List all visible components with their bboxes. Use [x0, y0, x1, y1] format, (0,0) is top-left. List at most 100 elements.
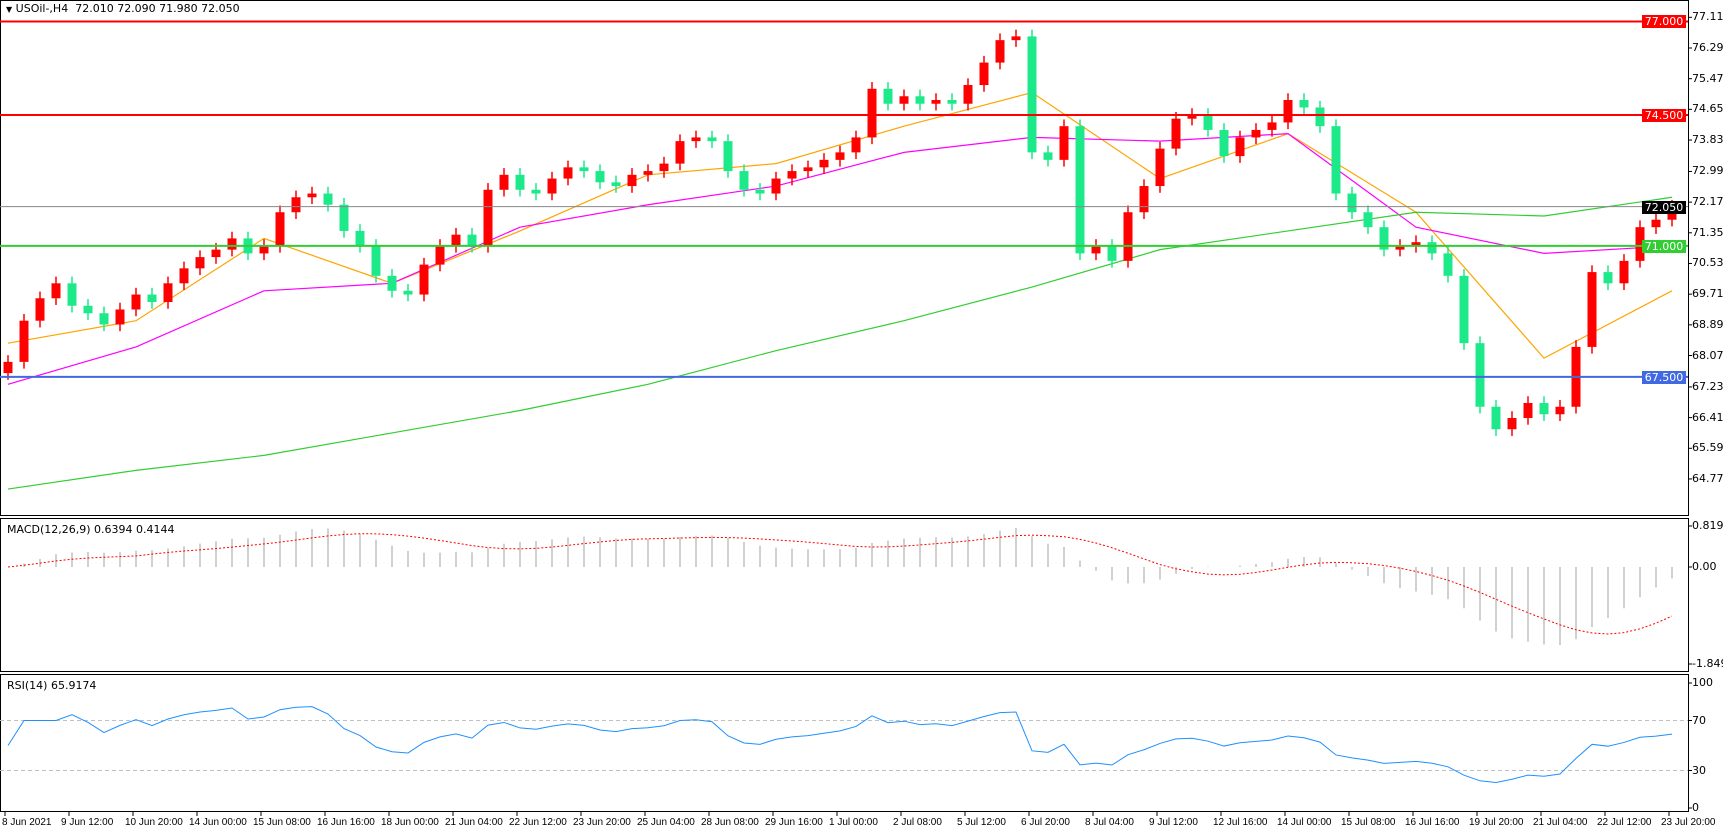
- x-tick-label: 8 Jun 2021: [2, 817, 52, 828]
- macd-panel-frame: [0, 518, 1689, 672]
- y-tick-label: 72.990: [1692, 164, 1723, 178]
- x-tick-label: 28 Jun 08:00: [701, 817, 759, 828]
- candle-body: [1635, 227, 1645, 261]
- candle-body: [963, 85, 973, 104]
- x-tick-label: 12 Jul 16:00: [1213, 817, 1268, 828]
- candle-body: [1315, 107, 1325, 127]
- candle-body: [1059, 126, 1069, 160]
- candle-body: [1411, 242, 1421, 246]
- candle-body: [1155, 148, 1165, 187]
- moving-average-line: [7, 91, 1673, 359]
- x-tick-label: 19 Jul 20:00: [1469, 817, 1524, 828]
- candle-body: [83, 305, 93, 314]
- candle-body: [435, 245, 445, 265]
- candle-body: [451, 234, 461, 246]
- y-tick-label: 67.230: [1692, 379, 1723, 393]
- y-tick-label: 75.470: [1692, 71, 1723, 85]
- candle-body: [899, 96, 909, 104]
- candle-body: [1011, 36, 1021, 41]
- candle-body: [259, 245, 269, 254]
- candle-body: [499, 174, 509, 190]
- triangle-down-icon[interactable]: ▼: [6, 5, 13, 14]
- moving-average-line: [7, 196, 1673, 490]
- candle-body: [1427, 242, 1437, 254]
- candle-body: [1523, 403, 1533, 418]
- x-tick-label: 5 Jul 12:00: [957, 817, 1006, 828]
- price-level-tag: 71.000: [1642, 239, 1686, 253]
- candle-body: [1043, 152, 1053, 160]
- candle-body: [1539, 403, 1549, 415]
- candle-body: [275, 212, 285, 246]
- price-level-tag: 72.050: [1642, 200, 1686, 214]
- candle-body: [867, 88, 877, 138]
- candle-body: [739, 171, 749, 190]
- candle-body: [291, 197, 301, 213]
- candle-body: [355, 230, 365, 246]
- rsi-panel-frame: [0, 674, 1689, 812]
- y-tick-label: 71.350: [1692, 225, 1723, 239]
- candle-body: [691, 137, 701, 142]
- candle-body: [979, 62, 989, 86]
- candle-body: [339, 204, 349, 231]
- candle-body: [1235, 137, 1245, 157]
- symbol-label: USOil-,H4: [15, 2, 69, 15]
- candle-body: [1299, 99, 1309, 108]
- x-tick-label: 15 Jun 08:00: [253, 817, 311, 828]
- candle-body: [1027, 36, 1037, 153]
- x-tick-label: 21 Jul 04:00: [1533, 817, 1588, 828]
- x-tick-label: 6 Jul 20:00: [1021, 817, 1070, 828]
- y-tick-label: 72.170: [1692, 195, 1723, 209]
- candle-body: [1171, 118, 1181, 149]
- candle-body: [1139, 186, 1149, 213]
- ohlc-readout: 72.010 72.090 71.980 72.050: [75, 2, 240, 15]
- candle-body: [707, 137, 717, 142]
- candle-body: [403, 290, 413, 295]
- y-tick-label: 68.890: [1692, 317, 1723, 331]
- candle-body: [1187, 114, 1197, 119]
- candle-body: [915, 96, 925, 104]
- x-tick-label: 22 Jun 12:00: [509, 817, 567, 828]
- candle-body: [723, 141, 733, 172]
- candle-body: [659, 163, 669, 172]
- y-tick-label: 76.290: [1692, 41, 1723, 54]
- candle-body: [371, 245, 381, 276]
- x-tick-label: 1 Jul 00:00: [829, 817, 878, 828]
- candle-body: [1491, 406, 1501, 430]
- candle-body: [819, 159, 829, 168]
- macd-label: MACD(12,26,9) 0.6394 0.4144: [7, 523, 175, 536]
- candle-body: [627, 174, 637, 187]
- candle-body: [1107, 245, 1117, 261]
- macd-tick-label: -1.8495: [1692, 657, 1723, 670]
- x-tick-label: 15 Jul 08:00: [1341, 817, 1396, 828]
- candle-body: [1331, 126, 1341, 194]
- price-level-tag: 67.500: [1642, 370, 1686, 384]
- x-tick-label: 16 Jun 16:00: [317, 817, 375, 828]
- macd-signal-line: [7, 533, 1673, 635]
- candle-body: [483, 189, 493, 246]
- candle-body: [131, 294, 141, 310]
- candle-body: [771, 178, 781, 194]
- candle-body: [1379, 227, 1389, 250]
- candle-body: [547, 178, 557, 194]
- x-tick-label: 23 Jun 20:00: [573, 817, 631, 828]
- candle-body: [675, 141, 685, 164]
- candle-body: [1443, 253, 1453, 276]
- moving-average-line: [7, 133, 1673, 385]
- price-level-tag: 74.500: [1642, 108, 1686, 122]
- candle-body: [1459, 275, 1469, 344]
- candle-body: [1075, 126, 1085, 254]
- rsi-label: RSI(14) 65.9174: [7, 679, 97, 692]
- x-tick-label: 22 Jul 12:00: [1597, 817, 1652, 828]
- candle-body: [211, 249, 221, 258]
- candle-body: [883, 88, 893, 104]
- candle-body: [643, 171, 653, 175]
- candle-body: [1347, 193, 1357, 213]
- rsi-tick-label: 100: [1692, 676, 1713, 689]
- candle-body: [1619, 260, 1629, 284]
- x-tick-label: 29 Jun 16:00: [765, 817, 823, 828]
- candle-body: [1123, 212, 1133, 261]
- candle-body: [163, 283, 173, 303]
- candle-body: [1587, 272, 1597, 347]
- candle-body: [611, 182, 621, 187]
